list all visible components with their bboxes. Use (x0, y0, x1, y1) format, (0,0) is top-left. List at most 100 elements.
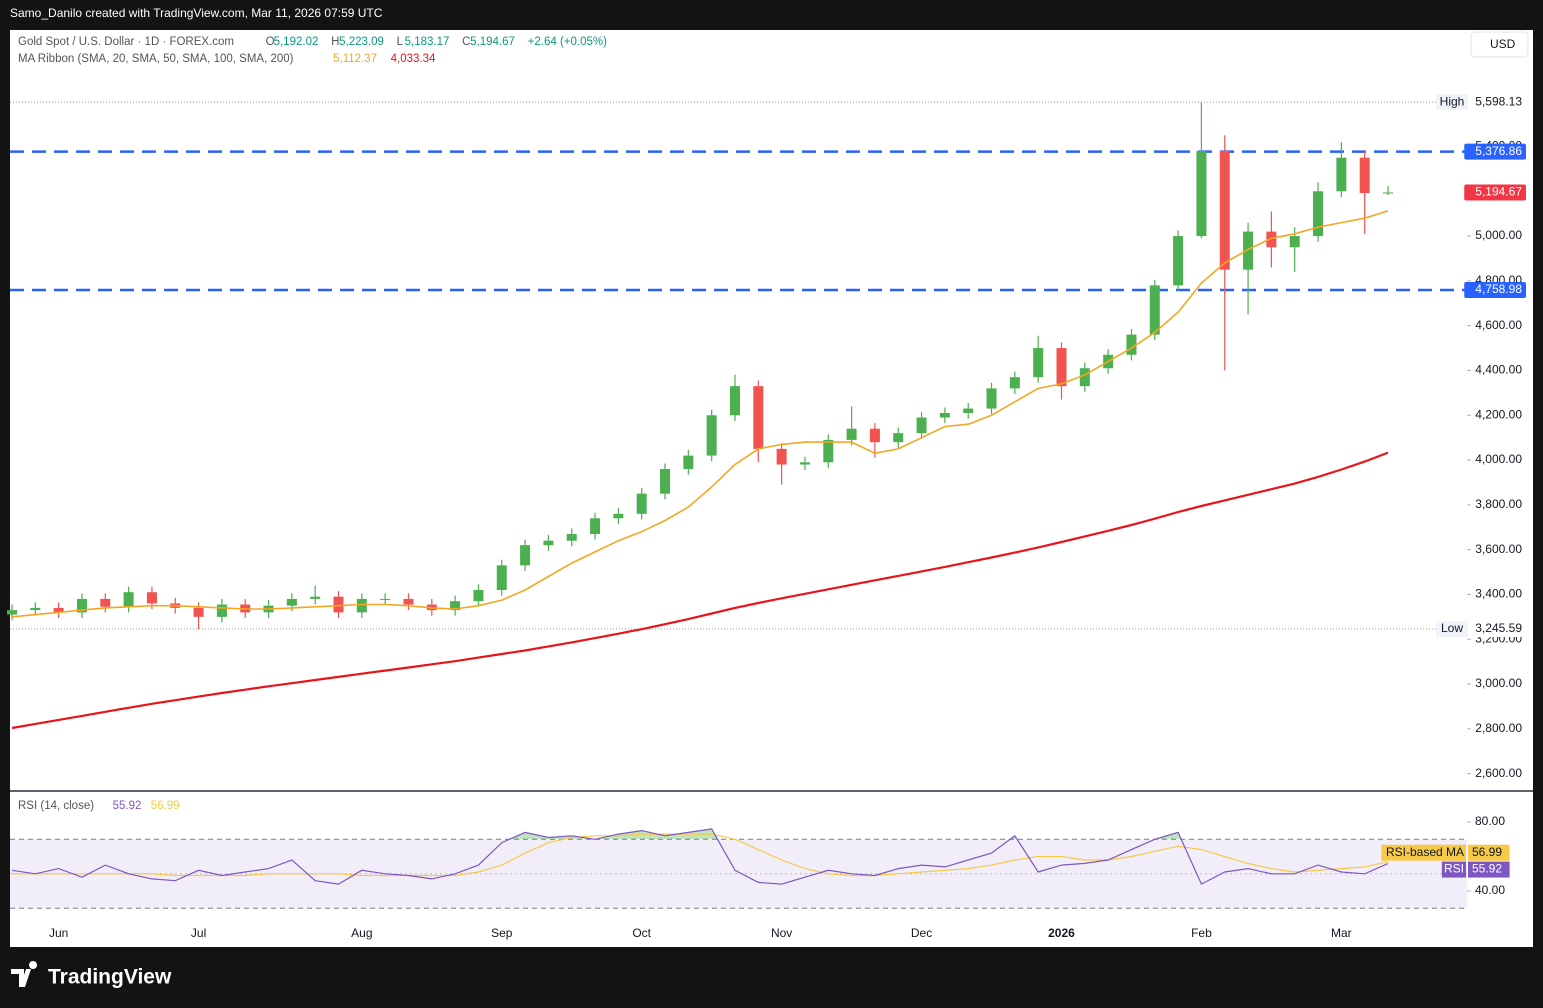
rsi-line (12, 833, 1389, 877)
candle-body (1289, 236, 1300, 248)
y-tick-label: 3,400.00 (1475, 587, 1522, 601)
level-tag-bg (1436, 94, 1468, 111)
level-label-bg (1464, 143, 1526, 160)
ohlc-key: L (397, 36, 404, 48)
indicator: MA Ribbon (SMA, 20, SMA, 50, SMA, 100, S… (18, 53, 294, 65)
y-tick-label: 4,600.00 (1475, 318, 1522, 332)
candle-body (729, 386, 740, 416)
x-tick-label: Oct (632, 926, 651, 940)
x-tick-label: Nov (771, 926, 792, 940)
currency-button[interactable] (1470, 31, 1529, 58)
candle-body (520, 545, 531, 566)
logo-icon (11, 961, 38, 987)
y-tick-label: 3,600.00 (1475, 542, 1522, 556)
y-tick-label: 3,000.00 (1475, 676, 1522, 690)
ohlc-value: 5,223.09 (339, 36, 384, 48)
candle-body (496, 565, 507, 590)
candle-body (1313, 191, 1324, 237)
candle-body (869, 428, 880, 443)
level-label-bg (1464, 282, 1526, 299)
rsi-legend-value: 56.99 (151, 800, 180, 812)
candle-body (100, 598, 111, 607)
rsi-band (10, 839, 1467, 909)
level-value: 5,194.67 (1475, 185, 1522, 199)
rsi-value: 56.99 (1472, 845, 1502, 859)
candle-body (1009, 377, 1020, 389)
candle-body (1266, 231, 1277, 248)
plot: 2,600.002,800.003,000.003,200.003,400.00… (7, 36, 1526, 940)
ohlc-value: 5,194.67 (470, 36, 515, 48)
candle-body (590, 518, 601, 534)
candle-body (1149, 285, 1160, 335)
level-tag: Low (1441, 621, 1463, 635)
candle-body (333, 596, 344, 613)
candle-body (893, 433, 904, 443)
level-tag: High (1440, 94, 1465, 108)
candle-body (566, 533, 577, 541)
y-tick-label: 3,800.00 (1475, 497, 1522, 511)
rsi-overbought-fill (510, 828, 1182, 839)
candle-body (706, 415, 717, 456)
candle-body (799, 462, 810, 465)
candle-body (916, 417, 927, 434)
candle-body (193, 607, 204, 617)
candle-body (286, 598, 297, 606)
candle-body (543, 540, 554, 546)
ohlc-value: 5,192.02 (274, 36, 319, 48)
candle-body (30, 607, 41, 611)
candle-body (123, 592, 134, 607)
y-tick-label: 4,400.00 (1475, 363, 1522, 377)
x-tick-label: 2026 (1048, 926, 1075, 940)
ohlc-key: C (462, 36, 470, 48)
y-tick-label: 5,000.00 (1475, 228, 1522, 242)
x-tick-label: Jul (191, 926, 206, 940)
candle-body (846, 428, 857, 440)
candle-body (963, 408, 974, 414)
rsi-value-bg (1468, 844, 1510, 861)
candle-body (216, 604, 227, 617)
candle-body (1219, 150, 1230, 270)
candle-body (146, 592, 157, 604)
candle-body (1033, 348, 1044, 378)
level-label-bg (1464, 94, 1526, 111)
candle-body (356, 598, 367, 613)
candle-body (1243, 231, 1254, 270)
rsi-value-bg (1468, 861, 1510, 878)
x-tick-label: Feb (1191, 926, 1212, 940)
rsi-value: 55.92 (1472, 862, 1502, 876)
candle-body (1383, 192, 1393, 194)
candle-body (7, 610, 17, 615)
x-tick-label: Dec (911, 926, 932, 940)
ohlc-key: H (331, 36, 339, 48)
candle-body (403, 598, 414, 605)
candle-body (1126, 334, 1137, 355)
candle-body (1336, 157, 1347, 192)
x-tick-label: Mar (1331, 926, 1352, 940)
x-tick-label: Jun (49, 926, 68, 940)
candle-body (683, 455, 694, 470)
rsi-legend-value: 55.92 (113, 800, 142, 812)
candle-body (1079, 368, 1090, 387)
logo-text: TradingView (48, 966, 172, 989)
rsi-title: RSI (14, close) (18, 800, 94, 812)
candle-body (380, 598, 391, 600)
candle-body (660, 469, 671, 494)
ma-value: 4,033.34 (391, 53, 436, 65)
ohlc-value: 5,183.17 (405, 36, 450, 48)
candle-body (753, 386, 764, 449)
x-tick-label: Sep (491, 926, 513, 940)
y-tick-label: 4,200.00 (1475, 407, 1522, 421)
ma-line (11, 451, 1389, 730)
rsi-line (11, 828, 1389, 885)
candle-body (310, 596, 321, 599)
candle-body (450, 601, 461, 611)
level-value: 4,758.98 (1475, 282, 1522, 296)
chart-frame (10, 30, 1533, 947)
y-tick-label: 2,600.00 (1475, 766, 1522, 780)
level-value: 5,598.13 (1475, 94, 1522, 108)
currency[interactable]: USD (1490, 37, 1516, 51)
candle-body (1359, 157, 1370, 194)
candle-body (823, 439, 834, 463)
candle-body (53, 607, 64, 613)
